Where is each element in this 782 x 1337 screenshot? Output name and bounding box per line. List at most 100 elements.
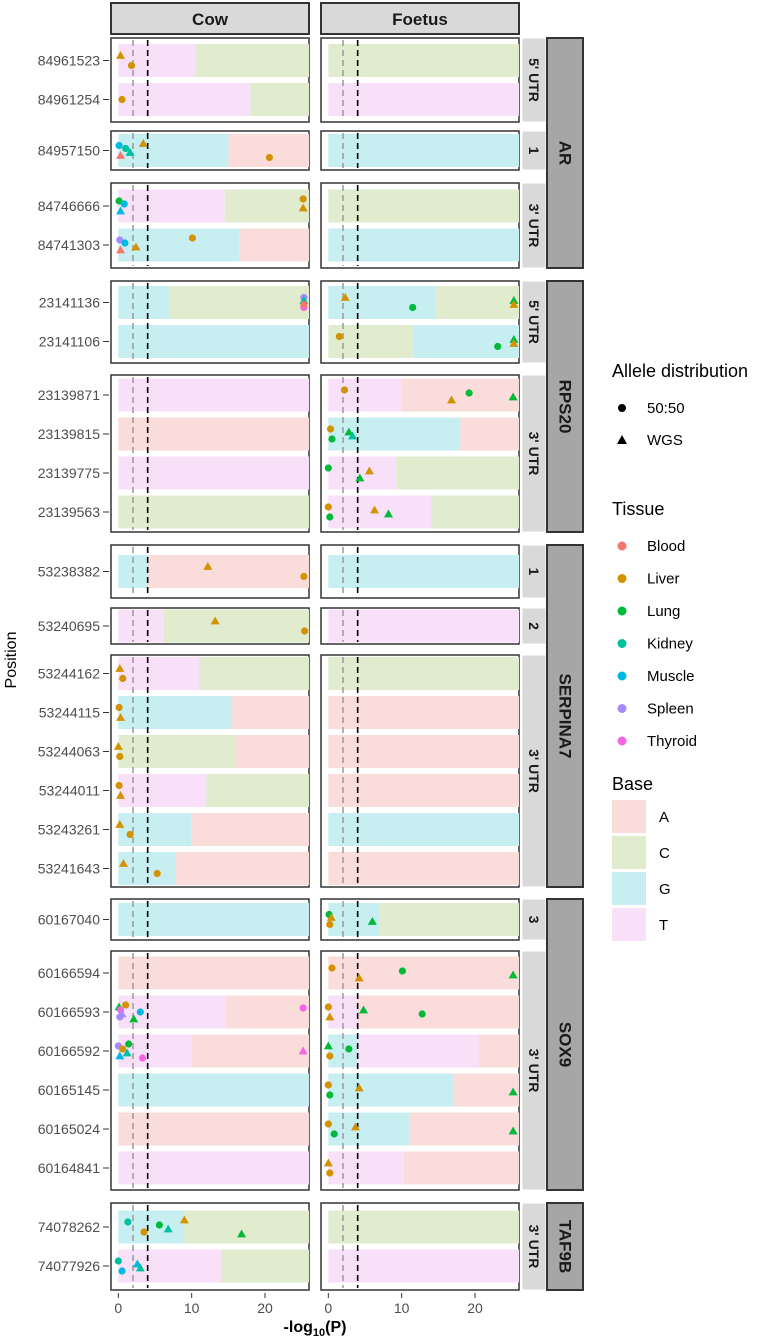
region-strip — [521, 280, 547, 364]
legend-key-thyroid — [617, 736, 627, 746]
base-band-A — [328, 774, 519, 807]
y-tick-label: 60166594 — [38, 965, 101, 981]
region-strip — [521, 544, 547, 599]
base-band-C — [250, 83, 309, 116]
point-liver — [326, 425, 335, 433]
point-liver — [323, 1158, 333, 1167]
base-band-G — [328, 1112, 409, 1146]
point-lung — [508, 970, 518, 979]
x-tick-label: 0 — [114, 1300, 122, 1316]
base-band-C — [199, 657, 309, 690]
gene-label: AR — [556, 141, 575, 166]
region-strip — [521, 182, 547, 269]
base-band-C — [169, 286, 309, 319]
y-tick-label: 60165145 — [38, 1082, 101, 1098]
base-band-G — [118, 1210, 185, 1244]
region-label: 1 — [526, 568, 542, 576]
region-label: 3 — [526, 916, 542, 924]
gene-label: TAF9B — [556, 1220, 575, 1274]
point-lung — [367, 917, 377, 925]
point-liver — [324, 503, 332, 511]
base-band-A — [328, 696, 519, 729]
base-band-G — [118, 696, 232, 729]
point-lung — [345, 1045, 353, 1053]
base-band-T — [118, 189, 225, 223]
region-label: 5' UTR — [526, 58, 542, 102]
y-tick-label: 60167040 — [38, 912, 101, 928]
region-label: 2 — [526, 622, 542, 630]
point-muscle — [116, 206, 126, 215]
legend-key-kidney — [617, 639, 627, 648]
legend-key-liver — [617, 574, 627, 583]
y-tick-label: 84741303 — [38, 237, 101, 253]
point-lung — [418, 1010, 426, 1018]
base-band-A — [225, 995, 309, 1029]
point-lung — [323, 1041, 333, 1050]
base-band-C — [328, 325, 413, 358]
legend-key-base-C — [612, 836, 646, 869]
base-band-A — [328, 956, 519, 990]
point-liver — [131, 242, 141, 251]
point-liver — [325, 1012, 335, 1021]
y-tick-label: 60166592 — [38, 1043, 101, 1059]
point-liver — [340, 386, 349, 394]
legend-label-tissue: Liver — [647, 571, 680, 588]
point-liver — [301, 627, 309, 635]
y-tick-label: 84961523 — [38, 53, 101, 69]
point-liver — [324, 1081, 332, 1089]
base-band-C — [118, 735, 236, 768]
point-muscle — [118, 1267, 126, 1275]
point-liver — [324, 1120, 332, 1128]
point-liver — [326, 1052, 334, 1060]
base-band-C — [328, 44, 519, 77]
base-band-C — [221, 1249, 309, 1283]
point-kidney — [122, 144, 130, 153]
x-tick-label: 10 — [394, 1300, 410, 1316]
base-band-G — [328, 1034, 358, 1068]
point-spleen — [117, 1009, 127, 1018]
region-strip — [521, 130, 547, 171]
point-liver — [118, 95, 126, 104]
base-band-T — [328, 495, 431, 529]
point-blood — [116, 151, 126, 159]
base-band-G — [328, 813, 519, 846]
region-strip — [521, 898, 547, 941]
y-tick-label: 53244162 — [38, 666, 101, 682]
legend-label-tissue: Kidney — [647, 636, 693, 653]
point-liver — [354, 973, 364, 982]
point-liver — [299, 195, 307, 203]
base-band-G — [328, 286, 437, 319]
legend-key-lung — [617, 606, 627, 616]
legend-key-muscle — [617, 671, 627, 681]
x-tick-label: 20 — [467, 1300, 483, 1316]
point-lung — [129, 1014, 139, 1023]
point-muscle — [115, 141, 123, 150]
base-band-A — [175, 852, 309, 885]
point-liver — [115, 820, 125, 828]
y-tick-label: 23139563 — [38, 504, 101, 520]
base-band-G — [118, 813, 192, 846]
point-liver — [115, 664, 125, 672]
legend-key-circle — [618, 404, 626, 412]
point-muscle — [136, 1008, 144, 1016]
y-axis-title: Position — [3, 632, 20, 689]
point-liver — [126, 830, 134, 839]
base-band-G — [328, 134, 519, 167]
point-liver — [116, 713, 126, 721]
base-band-A — [409, 1112, 519, 1146]
point-liver — [188, 234, 196, 242]
point-liver — [350, 1122, 360, 1131]
point-liver — [119, 674, 127, 683]
y-tick-label: 53240695 — [38, 618, 101, 634]
legend-title-allele: Allele distribution — [612, 361, 748, 381]
point-liver — [370, 505, 380, 514]
y-tick-label: 60166593 — [38, 1004, 101, 1020]
base-band-C — [328, 657, 519, 690]
point-blood — [116, 245, 126, 254]
region-strip — [521, 950, 547, 1191]
base-band-T — [357, 1034, 479, 1068]
base-band-A — [147, 555, 309, 588]
point-liver — [140, 1228, 148, 1236]
base-band-G — [118, 286, 170, 319]
base-band-C — [396, 456, 519, 490]
